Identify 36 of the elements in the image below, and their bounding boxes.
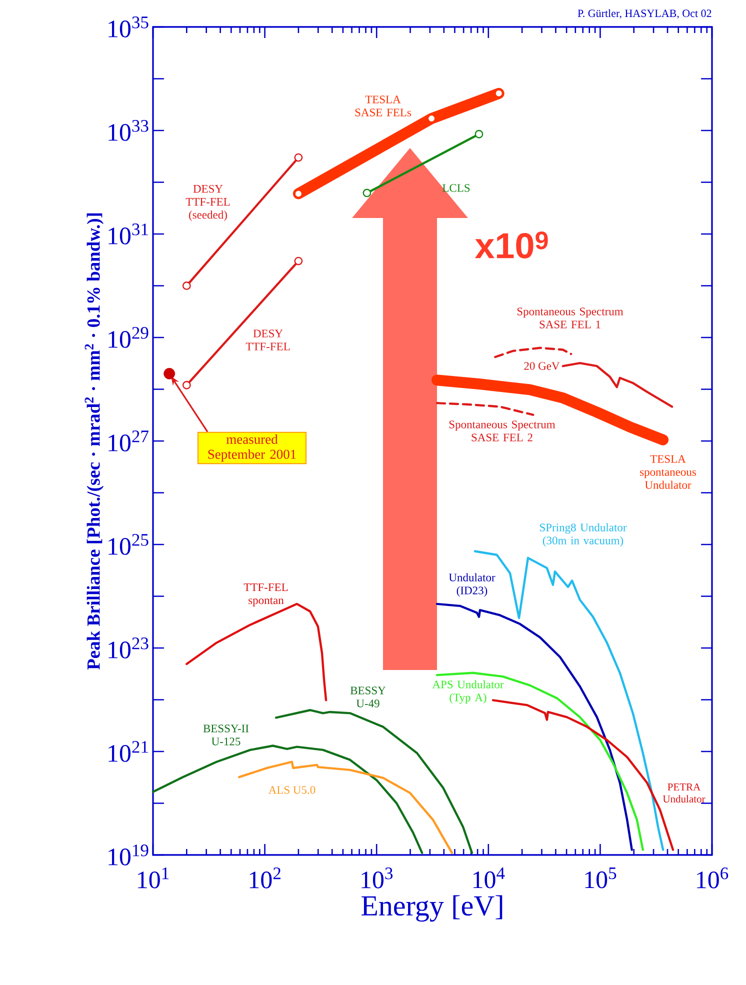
series-label: DESY TTF-FEL (seeded)	[186, 184, 230, 222]
series-label: SPring8 Undulator (30m in vacuum)	[540, 523, 627, 547]
y-tick-label: 10$^{31}$	[108, 224, 148, 244]
x-tick-label: 10$^{4}$	[473, 868, 505, 888]
x-tick-label: 10$^{5}$	[585, 868, 616, 888]
x-tick-label: 10$^{6}$	[697, 868, 728, 888]
series-label: Spontaneous Spectrum SASE FEL 2	[449, 420, 556, 442]
x-axis-title: Energy [eV]	[362, 895, 502, 922]
y-tick-label: 10$^{23}$	[108, 638, 148, 658]
series-label: DESY TTF-FEL	[246, 330, 290, 350]
y-tick-label: 10$^{21}$	[108, 741, 148, 762]
y-tick-label: 10$^{29}$	[108, 327, 148, 348]
y-tick-label: 10$^{35}$	[108, 16, 148, 38]
y-tick-label: 10$^{27}$	[108, 430, 148, 452]
y-axis-title: Peak Brilliance [Phot./(sec · mrad$^{2}$ · mm$^{2}$ · 0.1% bandw.)]	[84, 213, 104, 670]
y-tick-label: 10$^{25}$	[108, 534, 148, 555]
y-tick-label: 10$^{33}$	[108, 120, 148, 141]
annotation: measured September 2001	[208, 434, 296, 462]
series-label: Spontaneous Spectrum SASE FEL 1	[517, 308, 624, 328]
series-label: ALS U5.0	[268, 786, 316, 794]
series-label: TESLA spontaneous Undulator	[640, 455, 696, 489]
series-label: PETRA Undulator	[662, 783, 706, 803]
series-label: Undulator (ID23)	[448, 573, 496, 597]
text: P. Gürtler, HASYLAB, Oct 02	[578, 9, 712, 19]
series-label: 20 GeV	[524, 362, 560, 370]
series-label: APS Undulator (Typ A)	[432, 680, 504, 704]
annotation: x10$^{9}$	[474, 231, 548, 258]
y-tick-label: 10$^{19}$	[108, 844, 148, 866]
series-label: TTF-FEL spontan	[244, 583, 288, 606]
x-tick-label: 10$^{1}$	[138, 868, 169, 888]
series-label: BESSY U-49	[350, 686, 386, 708]
x-tick-label: 10$^{2}$	[250, 868, 280, 888]
series-label: TESLA SASE FELs	[355, 96, 412, 116]
series-label: BESSY-II U-125	[203, 724, 249, 746]
x-tick-label: 10$^{3}$	[362, 868, 393, 888]
text: LCLS	[442, 184, 470, 192]
